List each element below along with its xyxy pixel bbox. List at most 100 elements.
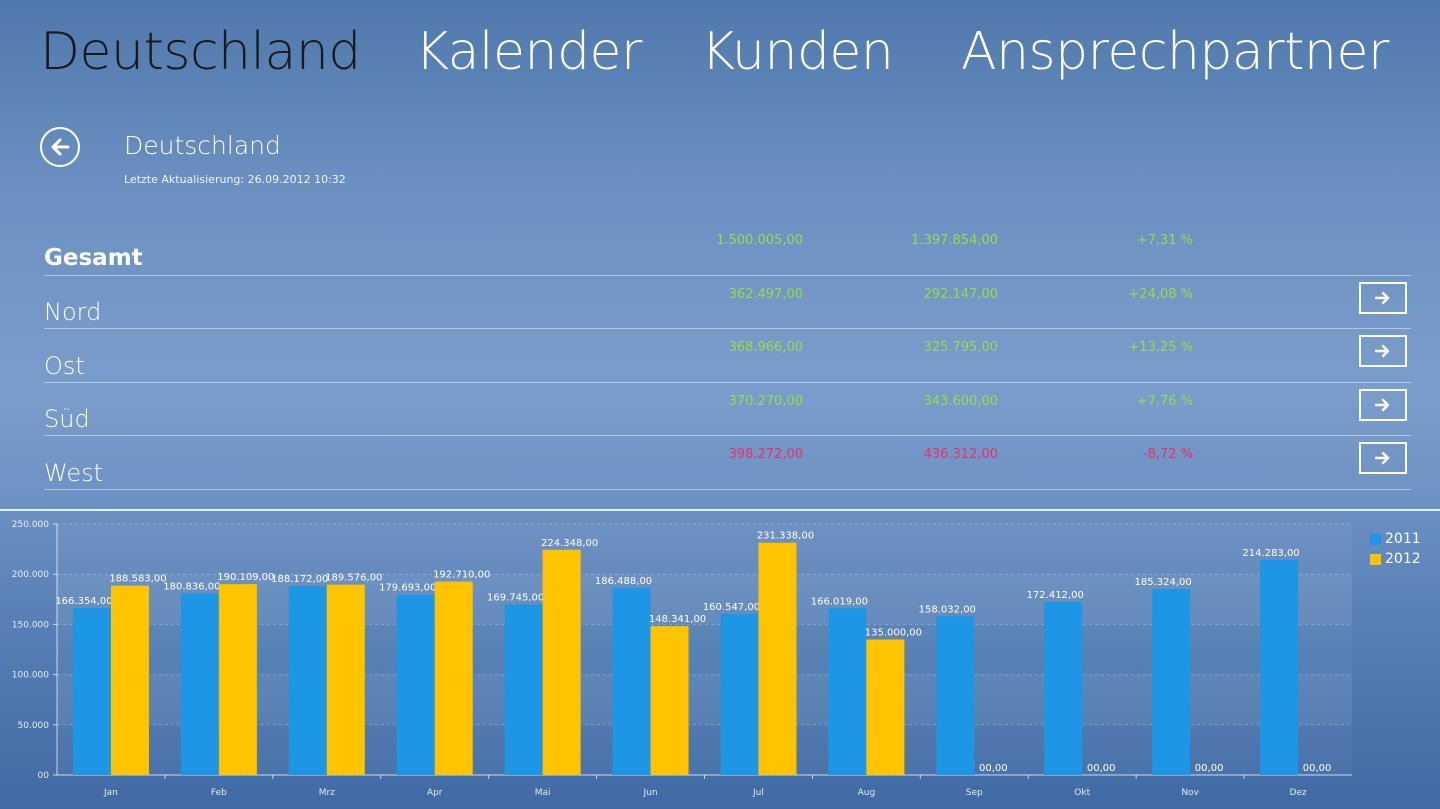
- arrow-left-icon: [51, 138, 70, 156]
- tab-deutschland[interactable]: Deutschland: [40, 22, 361, 82]
- change-percent: +24,08 %: [1128, 286, 1193, 302]
- back-button[interactable]: [40, 127, 80, 167]
- legend-label: 2011: [1385, 531, 1421, 547]
- data-label-2011-sep: 158.032,00: [919, 604, 976, 615]
- bar-2012-jan: [110, 585, 149, 775]
- bar-2012-aug: [866, 639, 905, 775]
- region-table: Gesamt 1.500.005,00 1.397.854,00 +7,31 %…: [44, 222, 1411, 490]
- data-label-2011-apr: 179.693,00: [379, 583, 436, 594]
- x-tick-label-sep: Sep: [966, 788, 983, 798]
- table-row-west[interactable]: West 398.272,00 436.312,00 -8,72 %: [44, 436, 1411, 490]
- x-tick-label-aug: Aug: [858, 788, 876, 798]
- value-2012: 370.270,00: [728, 393, 803, 409]
- x-tick-label-okt: Okt: [1074, 788, 1090, 798]
- value-2011: 1.397.854,00: [911, 233, 998, 248]
- bar-2011-sep: [936, 616, 975, 775]
- change-percent: +7,76 %: [1136, 393, 1193, 409]
- data-label-2011-jun: 186.488,00: [595, 576, 652, 587]
- x-tick-label-mrz: Mrz: [319, 788, 335, 798]
- bar-2011-mai: [504, 604, 543, 775]
- change-percent: +7,31 %: [1136, 233, 1193, 248]
- plot-band: [57, 674, 1352, 725]
- change-percent: -8,72 %: [1142, 447, 1193, 462]
- row-label: Gesamt: [44, 244, 143, 271]
- data-label-2011-mai: 169.745,00: [487, 593, 544, 604]
- row-label: West: [44, 458, 104, 487]
- row-label: Süd: [44, 405, 90, 433]
- open-nord-button[interactable]: [1359, 281, 1407, 314]
- last-update-text: Letzte Aktualisierung: 26.09.2012 10:32: [124, 173, 346, 186]
- plot-band: [57, 624, 1352, 675]
- open-sued-button[interactable]: [1359, 388, 1407, 421]
- plot-band: [57, 524, 1352, 575]
- bar-2011-mrz: [288, 586, 327, 775]
- data-label-2012-dez: 00,00: [1303, 763, 1332, 774]
- bar-2011-jan: [72, 607, 111, 775]
- legend-swatch-2012: [1370, 553, 1381, 565]
- bar-2011-jul: [720, 613, 759, 775]
- arrow-right-icon: [1375, 291, 1390, 304]
- plot-band: [57, 574, 1352, 625]
- bar-2012-apr: [434, 581, 473, 775]
- table-row-ost[interactable]: Ost 368.966,00 325.795,00 +13,25 %: [44, 329, 1411, 383]
- value-2012: 1.500.005,00: [716, 233, 803, 248]
- table-row-nord[interactable]: Nord 362.497,00 292.147,00 +24,08 %: [44, 276, 1411, 329]
- tab-kunden[interactable]: Kunden: [701, 22, 894, 82]
- bar-2011-jun: [612, 587, 651, 775]
- x-tick-label-nov: Nov: [1181, 788, 1199, 798]
- bar-2011-feb: [180, 593, 219, 775]
- arrow-right-icon: [1375, 398, 1390, 411]
- open-west-button[interactable]: [1359, 442, 1407, 474]
- legend-item-2011: 2011: [1370, 529, 1421, 549]
- value-2011: 436.312,00: [923, 447, 998, 462]
- bar-2011-nov: [1152, 588, 1191, 775]
- x-tick-label-apr: Apr: [427, 788, 443, 798]
- bar-2012-jun: [650, 626, 689, 775]
- x-tick-label-jan: Jan: [103, 788, 118, 798]
- data-label-2011-jul: 160.547,00: [703, 602, 760, 613]
- data-label-2012-aug: 135.000,00: [865, 627, 922, 638]
- legend-item-2012: 2012: [1370, 549, 1421, 569]
- table-row-sued[interactable]: Süd 370.270,00 343.600,00 +7,76 %: [44, 383, 1411, 436]
- data-label-2011-aug: 166.019,00: [811, 596, 868, 607]
- legend-swatch-2011: [1370, 533, 1381, 545]
- x-tick-label-jul: Jul: [752, 788, 764, 798]
- bar-2011-aug: [828, 608, 867, 775]
- y-tick-label: 200.000: [12, 570, 49, 580]
- section-divider: [0, 509, 1440, 511]
- data-label-2012-sep: 00,00: [979, 763, 1008, 774]
- plot-band: [57, 724, 1352, 775]
- bar-2012-mrz: [326, 584, 365, 775]
- data-label-2012-jun: 148.341,00: [649, 614, 706, 625]
- row-label: Ost: [44, 351, 85, 380]
- change-percent: +13,25 %: [1128, 340, 1193, 355]
- data-label-2012-apr: 192.710,00: [433, 570, 490, 581]
- y-tick-label: 100.000: [12, 671, 49, 681]
- bar-2012-jul: [758, 542, 797, 775]
- data-label-2011-jan: 166.354,00: [55, 596, 112, 607]
- value-2011: 343.600,00: [923, 393, 998, 409]
- data-label-2011-mrz: 188.172,00: [271, 574, 328, 585]
- value-2011: 325.795,00: [923, 340, 998, 355]
- data-label-2012-nov: 00,00: [1195, 763, 1224, 774]
- arrow-right-icon: [1375, 344, 1390, 358]
- tab-ansprechpartner[interactable]: Ansprechpartner: [961, 22, 1389, 82]
- value-2012: 398.272,00: [728, 447, 803, 462]
- x-tick-label-mai: Mai: [535, 788, 551, 798]
- y-tick-label: 150.000: [12, 620, 49, 630]
- page-title: Deutschland: [124, 131, 281, 160]
- data-label-2012-feb: 190.109,00: [217, 572, 274, 583]
- data-label-2012-jul: 231.338,00: [757, 531, 814, 542]
- y-tick-label: 50.000: [18, 721, 50, 731]
- row-label: Nord: [44, 298, 102, 326]
- tab-kalender[interactable]: Kalender: [415, 22, 642, 82]
- value-2012: 368.966,00: [728, 340, 803, 355]
- bar-2011-okt: [1044, 601, 1083, 775]
- bar-2012-feb: [218, 584, 257, 775]
- data-label-2012-mrz: 189.576,00: [325, 573, 382, 584]
- monthly-revenue-chart: 00 50.000 100.000 150.000 200.000 250.000 166.…: [12, 520, 1352, 798]
- data-label-2011-nov: 185.324,00: [1134, 577, 1191, 588]
- top-navigation: Deutschland Kalender Kunden Ansprechpart…: [40, 14, 1440, 94]
- legend-label: 2012: [1385, 551, 1421, 567]
- open-ost-button[interactable]: [1359, 335, 1407, 367]
